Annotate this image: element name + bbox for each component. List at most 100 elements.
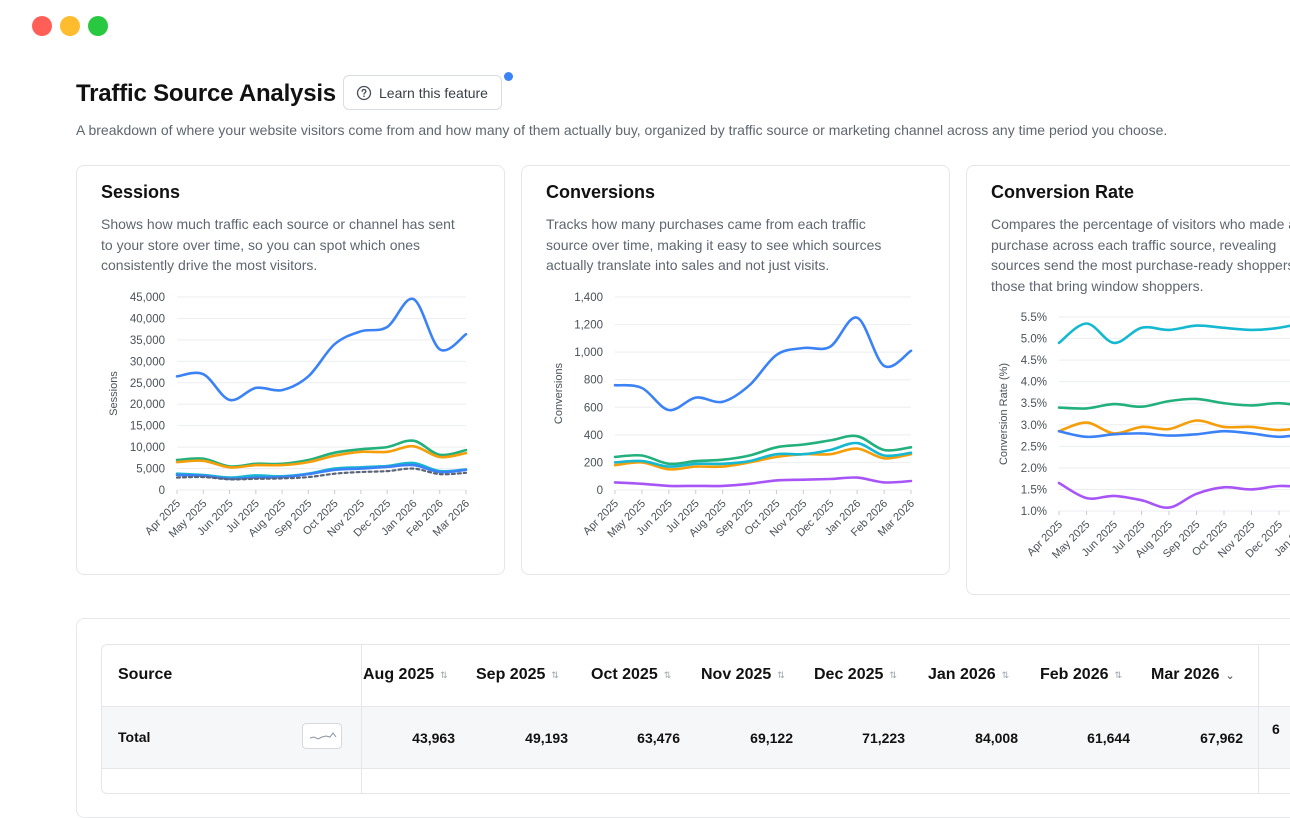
month-column-header[interactable]: Jan 2026 ⇅ <box>928 666 1009 684</box>
desc-line: consistently drive the most visitors. <box>101 257 318 273</box>
y-tick-label: 4.5% <box>1021 355 1047 367</box>
close-window-button[interactable] <box>32 16 52 36</box>
month-column-header[interactable]: Dec 2025 ⇅ <box>814 666 897 684</box>
y-tick-label: 25,000 <box>130 378 165 390</box>
month-column-header[interactable]: Aug 2025 ⇅ <box>363 666 448 684</box>
total-row-label: Total <box>118 729 151 745</box>
y-tick-label: 5.5% <box>1021 312 1047 324</box>
desc-line: Compares the percentage of visitors who … <box>991 216 1290 232</box>
sort-icon: ⇅ <box>440 669 448 680</box>
table-total-row <box>102 707 1290 769</box>
month-label: Nov 2025 <box>701 666 772 683</box>
y-tick-label: 45,000 <box>130 292 165 304</box>
sort-icon: ⇅ <box>1114 669 1123 680</box>
y-tick-label: 2.0% <box>1021 463 1047 475</box>
month-label: Sep 2025 <box>476 666 546 683</box>
source-column: Source Total <box>102 645 362 793</box>
month-label: Oct 2025 <box>591 666 658 683</box>
y-tick-label: 5,000 <box>136 464 165 476</box>
conversions-card-description: Tracks how many purchases came from each… <box>546 214 881 276</box>
month-column-header[interactable]: Feb 2026 ⇅ <box>1040 666 1122 684</box>
y-tick-label: 600 <box>584 402 603 414</box>
column-divider <box>1258 645 1259 793</box>
month-column-header-active[interactable]: Mar 2026 ⌄ <box>1151 666 1235 684</box>
y-tick-label: 1,000 <box>574 347 603 359</box>
minimize-window-button[interactable] <box>60 16 80 36</box>
y-axis-label: Conversions <box>553 362 565 424</box>
series-line <box>1057 397 1290 410</box>
total-value: 69,122 <box>750 730 793 746</box>
y-tick-label: 20,000 <box>130 399 165 411</box>
sessions-card: Sessions Shows how much traffic each sou… <box>76 165 505 575</box>
total-value: 43,963 <box>412 730 455 746</box>
y-axis-label: Sessions <box>108 371 120 416</box>
series-line <box>175 297 468 402</box>
month-label: Feb 2026 <box>1040 666 1109 683</box>
conversions-chart: 02004006008001,0001,2001,400ConversionsA… <box>553 292 917 540</box>
desc-line: actually translate into sales and not ju… <box>546 257 830 273</box>
conversion-rate-card: Conversion Rate Compares the percentage … <box>966 165 1290 595</box>
total-value: 67,962 <box>1200 730 1243 746</box>
y-tick-label: 30,000 <box>130 356 165 368</box>
desc-line: source over time, making it easy to see … <box>546 236 882 253</box>
y-tick-label: 35,000 <box>130 335 165 347</box>
total-value: 49,193 <box>525 730 568 746</box>
series-line <box>613 434 913 466</box>
y-tick-label: 15,000 <box>130 421 165 433</box>
series-line <box>175 444 468 469</box>
desc-line: those that bring window shoppers. <box>991 277 1204 294</box>
total-value: 63,476 <box>637 730 680 746</box>
conversions-card: Conversions Tracks how many purchases ca… <box>521 165 950 575</box>
sessions-chart: 0 5,000 10,000 15,000 20,000 25,000 30,000 35,0… <box>108 292 472 540</box>
table-header-row <box>102 645 1290 707</box>
y-tick-label: 5.0% <box>1021 334 1047 346</box>
sort-icon: ⇅ <box>889 669 897 680</box>
desc-line: sources send the most purchase-ready sho… <box>991 257 1290 273</box>
month-column-header[interactable]: Oct 2025 ⇅ <box>591 666 671 684</box>
maximize-window-button[interactable] <box>88 16 108 36</box>
help-circle-icon <box>356 85 372 100</box>
series-line <box>613 441 913 468</box>
sort-desc-icon: ⌄ <box>1225 669 1235 682</box>
y-tick-label: 40,000 <box>130 313 165 325</box>
total-value: 84,008 <box>975 730 1018 746</box>
notification-dot <box>504 72 513 81</box>
learn-feature-button[interactable]: Learn this feature <box>343 75 502 110</box>
total-sparkline-button[interactable] <box>302 723 342 749</box>
window-controls <box>32 16 108 36</box>
sort-icon: ⇅ <box>663 669 672 680</box>
sort-icon: ⇅ <box>551 669 559 680</box>
y-tick-label: 200 <box>584 457 603 469</box>
desc-line: purchase across each traffic source, rev… <box>991 236 1277 253</box>
y-tick-label: 1.5% <box>1021 484 1047 496</box>
y-tick-label: 3.0% <box>1021 420 1047 432</box>
conversion-rate-chart: 1.0% 1.5% 2.0% 2.5% 3.0% 3.5% 4.0% 4.5% 5.0% 5.5%… <box>998 312 1290 561</box>
sessions-card-description: Shows how much traffic each source or ch… <box>101 214 455 276</box>
conversion-rate-card-title: Conversion Rate <box>991 182 1135 202</box>
month-column-header[interactable]: Nov 2025 ⇅ <box>701 666 785 684</box>
series-line <box>175 467 468 481</box>
sessions-card-title: Sessions <box>101 182 181 202</box>
series-line <box>1057 481 1290 509</box>
y-tick-label: 4.0% <box>1021 377 1047 389</box>
month-label: Aug 2025 <box>363 666 435 683</box>
y-tick-label: 10,000 <box>130 442 165 454</box>
y-axis-label: Conversion Rate (%) <box>998 363 1010 465</box>
series-line <box>175 439 468 468</box>
traffic-source-table: Source Total Aug 2025 ⇅ Sep 2025 ⇅ Oct 202… <box>101 644 1290 794</box>
y-tick-label: 3.5% <box>1021 398 1047 410</box>
learn-feature-label: Learn this feature <box>379 84 488 101</box>
month-column-header[interactable]: Sep 2025 ⇅ <box>476 666 559 684</box>
month-label: Mar 2026 <box>1151 666 1220 683</box>
y-tick-label: 1,400 <box>574 292 603 304</box>
y-tick-label: 400 <box>584 430 603 442</box>
month-label: Dec 2025 <box>814 666 884 683</box>
y-tick-label: 2.5% <box>1021 441 1047 453</box>
source-column-header[interactable]: Source <box>118 666 173 683</box>
total-value-partial: 6 <box>1272 721 1280 737</box>
conversions-card-title: Conversions <box>546 182 656 202</box>
y-tick-label: 1,200 <box>574 320 603 332</box>
series-line <box>613 447 913 471</box>
desc-line: to your store over time, so you can spot… <box>101 236 421 253</box>
total-value: 61,644 <box>1087 730 1130 746</box>
